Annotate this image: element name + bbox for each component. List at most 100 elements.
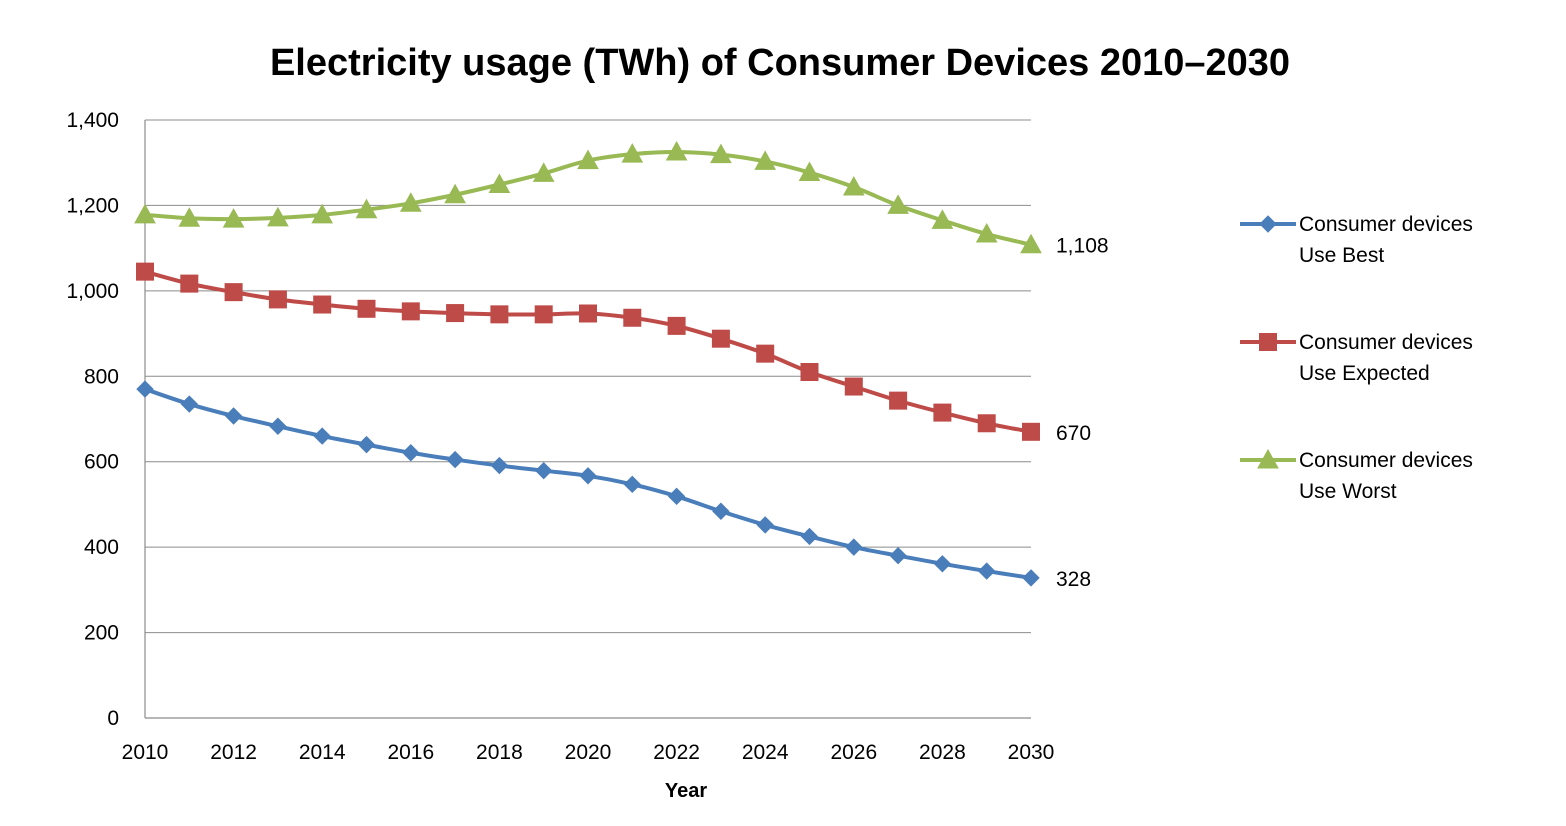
- data-point: [446, 450, 464, 469]
- legend-marker: [1257, 448, 1279, 469]
- legend-label: Consumer devices: [1299, 449, 1473, 472]
- data-point: [577, 149, 599, 170]
- series-square: [136, 262, 1040, 441]
- data-point: [845, 538, 863, 556]
- data-point: [579, 467, 597, 485]
- data-point: [800, 527, 819, 546]
- y-tick-label: 800: [84, 365, 119, 388]
- data-point: [621, 143, 644, 163]
- end-value-label: 670: [1056, 422, 1091, 445]
- data-point: [311, 203, 334, 224]
- end-value-label: 328: [1056, 568, 1091, 591]
- data-point: [710, 143, 732, 164]
- x-tick-label: 2012: [210, 741, 257, 764]
- data-point: [842, 176, 865, 196]
- data-point: [844, 377, 863, 396]
- data-point: [490, 456, 509, 475]
- y-tick-label: 200: [84, 622, 119, 645]
- data-point: [712, 502, 730, 520]
- y-tick-label: 400: [84, 536, 119, 559]
- x-tick-label: 2022: [653, 741, 700, 764]
- data-point: [1022, 569, 1040, 587]
- y-tick-label: 1,400: [66, 109, 119, 132]
- data-point: [357, 435, 376, 454]
- legend-item: Consumer devices Use Worst: [1240, 448, 1473, 503]
- data-point: [977, 414, 996, 433]
- data-point: [180, 395, 199, 413]
- data-point: [488, 173, 511, 193]
- data-labels: 328 670 1,108: [1056, 235, 1109, 591]
- x-tick-label: 2010: [122, 741, 169, 764]
- data-point: [887, 194, 909, 214]
- axes: 0 200 400 600 800 1,000 1,200 1,400 2010 2012 2014…: [66, 109, 1054, 764]
- data-point: [756, 344, 775, 363]
- x-tick-label: 2030: [1008, 741, 1055, 764]
- data-point: [889, 546, 907, 565]
- data-point: [268, 290, 287, 309]
- x-tick-label: 2020: [565, 741, 612, 764]
- legend-item: Consumer devices Use Best: [1240, 213, 1473, 267]
- data-point: [444, 183, 466, 204]
- series-diamond: [136, 380, 1040, 587]
- data-point: [399, 192, 422, 212]
- data-point: [313, 295, 332, 314]
- data-point: [667, 487, 686, 506]
- data-point: [933, 403, 952, 422]
- data-point: [134, 203, 156, 224]
- data-point: [532, 162, 555, 182]
- series-group: [134, 141, 1042, 587]
- x-tick-label: 2024: [742, 741, 789, 764]
- data-point: [490, 305, 509, 324]
- x-tick-label: 2014: [299, 741, 346, 764]
- data-point: [931, 209, 954, 229]
- y-tick-label: 0: [107, 707, 119, 730]
- chart-title: Electricity usage (TWh) of Consumer Devi…: [270, 42, 1290, 84]
- x-axis-title: Year: [665, 780, 707, 802]
- x-tick-label: 2016: [387, 741, 434, 764]
- data-point: [180, 274, 199, 293]
- end-value-label: 1,108: [1056, 235, 1109, 258]
- data-point: [534, 305, 553, 324]
- data-point: [977, 562, 996, 580]
- data-point: [136, 262, 154, 281]
- data-point: [178, 207, 201, 227]
- data-point: [579, 304, 597, 323]
- series-triangle: [134, 141, 1042, 254]
- legend-item: Consumer devices Use Expected: [1240, 331, 1473, 385]
- data-point: [401, 302, 420, 321]
- data-point: [357, 299, 376, 318]
- data-point: [402, 444, 420, 462]
- x-tick-label: 2018: [476, 741, 523, 764]
- data-point: [313, 427, 331, 445]
- data-point: [355, 198, 378, 219]
- data-point: [1020, 233, 1042, 254]
- data-point: [623, 308, 642, 327]
- data-point: [800, 363, 819, 382]
- data-point: [224, 283, 243, 302]
- y-tick-label: 1,000: [66, 280, 119, 303]
- data-point: [711, 329, 730, 348]
- data-point: [446, 304, 465, 323]
- data-point: [975, 223, 998, 243]
- legend-label: Use Worst: [1299, 480, 1397, 503]
- data-point: [222, 208, 245, 228]
- x-tick-label: 2028: [919, 741, 966, 764]
- data-point: [1022, 422, 1040, 441]
- data-point: [269, 417, 287, 435]
- data-point: [933, 555, 952, 573]
- data-point: [267, 206, 289, 227]
- data-point: [136, 380, 154, 398]
- data-point: [665, 141, 688, 161]
- data-point: [798, 161, 821, 182]
- data-point: [754, 150, 777, 170]
- data-point: [224, 407, 243, 425]
- y-tick-label: 1,200: [66, 194, 119, 217]
- data-point: [667, 316, 686, 335]
- data-point: [756, 516, 774, 534]
- legend-label: Consumer devices: [1299, 213, 1473, 236]
- data-point: [889, 391, 908, 410]
- x-tick-label: 2026: [830, 741, 877, 764]
